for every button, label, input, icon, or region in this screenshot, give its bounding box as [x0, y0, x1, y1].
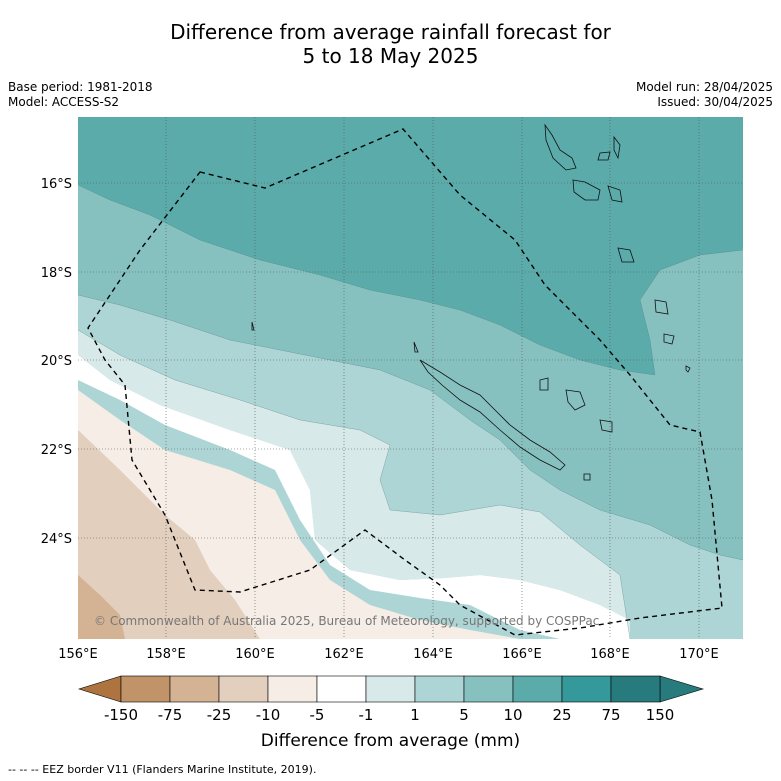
band-minus10-minus5	[78, 430, 260, 639]
colorbar-tick-label: 75	[601, 706, 620, 724]
colorbar-extend-low	[77, 675, 122, 703]
lon-label-164e: 164°E	[413, 647, 453, 662]
lon-label-168e: 168°E	[590, 647, 630, 662]
colorbar-segment	[561, 675, 612, 703]
lat-label-24s: 24°S	[41, 532, 72, 547]
vanuatu-island-north	[544, 123, 577, 171]
longitude-axis: 156°E 158°E 160°E 162°E 164°E 166°E 168°…	[58, 647, 719, 662]
colorbar-tick-label: -25	[207, 706, 232, 724]
base-period: Base period: 1981-2018	[8, 80, 153, 94]
band-minus25-minus10	[78, 575, 125, 639]
colorbar-segment	[120, 675, 171, 703]
model-name: Model: ACCESS-S2	[8, 95, 120, 109]
graticule	[78, 117, 743, 639]
lon-label-156e: 156°E	[58, 647, 98, 662]
lon-label-162e: 162°E	[324, 647, 364, 662]
colorbar-tick-label: 150	[646, 706, 675, 724]
colorbar-segment	[414, 675, 465, 703]
lon-label-170e: 170°E	[679, 647, 719, 662]
colorbar-segment	[512, 675, 563, 703]
colorbar-tick-label: 1	[410, 706, 420, 724]
eez-footnote: -- -- -- EEZ border V11 (Flanders Marine…	[8, 763, 317, 776]
colorbar-tick-label: -150	[104, 706, 138, 724]
rainfall-anomaly-field	[78, 117, 743, 639]
latitude-axis: 16°S 18°S 20°S 22°S 24°S	[41, 177, 72, 547]
title-line-1: Difference from average rainfall forecas…	[170, 20, 611, 44]
meta-left: Base period: 1981-2018 Model: ACCESS-S2	[8, 80, 153, 110]
colorbar-tick-label: -75	[158, 706, 183, 724]
lon-label-160e: 160°E	[235, 647, 275, 662]
colorbar-segment	[267, 675, 318, 703]
colorbar-segment	[169, 675, 220, 703]
colorbar-tick-label: 10	[503, 706, 522, 724]
band-1-5	[78, 330, 630, 639]
colorbar-tick-label: 25	[552, 706, 571, 724]
lat-label-22s: 22°S	[41, 443, 72, 458]
lon-label-158e: 158°E	[146, 647, 186, 662]
band-minus1-1	[78, 355, 630, 639]
colorbar-segment	[610, 675, 661, 703]
meta-right: Model run: 28/04/2025 Issued: 30/04/2025	[636, 80, 773, 110]
lat-label-16s: 16°S	[41, 177, 72, 192]
colorbar-tick-label: 5	[459, 706, 469, 724]
colorbar-segment	[218, 675, 269, 703]
issued-date: Issued: 30/04/2025	[657, 95, 773, 109]
colorbar-segment	[316, 675, 367, 703]
colorbar-extend-high	[659, 675, 705, 703]
colorbar-tick-label: -1	[359, 706, 374, 724]
lon-label-166e: 166°E	[502, 647, 542, 662]
colorbar: -150 -75 -25 -10 -5 -1 1 5 10 25 75 150	[77, 675, 705, 724]
new-caledonia-main-island	[419, 359, 566, 471]
map-title: Difference from average rainfall forecas…	[0, 20, 781, 68]
colorbar-segment	[365, 675, 416, 703]
colorbar-tick-label: -10	[256, 706, 281, 724]
islands	[251, 123, 691, 481]
vanuatu-island-central	[572, 179, 601, 201]
contour-lines	[78, 184, 743, 639]
lat-label-18s: 18°S	[41, 266, 72, 281]
colorbar-label: Difference from average (mm)	[260, 731, 521, 751]
title-line-2: 5 to 18 May 2025	[302, 44, 479, 68]
band-25-75	[78, 117, 743, 375]
colorbar-tick-label: -5	[310, 706, 325, 724]
copyright-notice: © Commonwealth of Australia 2025, Bureau…	[94, 614, 600, 628]
lat-label-20s: 20°S	[41, 354, 72, 369]
colorbar-segment	[463, 675, 514, 703]
model-run: Model run: 28/04/2025	[635, 80, 773, 94]
